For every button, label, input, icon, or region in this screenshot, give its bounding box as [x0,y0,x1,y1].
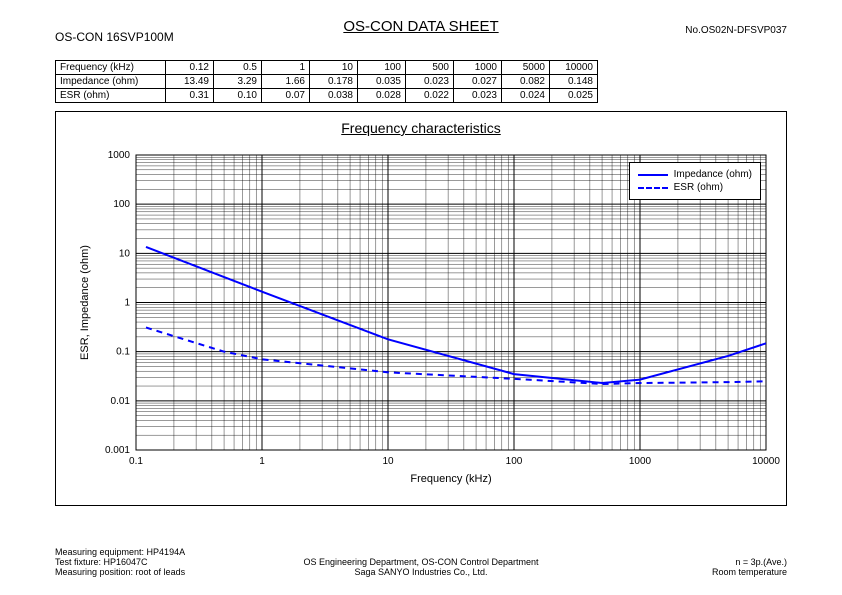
table-cell: 1 [262,61,310,75]
svg-text:0.1: 0.1 [129,456,143,467]
legend-item: Impedance (ohm) [638,169,752,180]
footer-line: Room temperature [712,567,787,577]
footer-line: Measuring equipment: HP4194A [55,547,787,557]
chart-title: Frequency characteristics [56,120,786,136]
svg-text:10: 10 [119,248,131,259]
table-cell: 0.028 [358,89,406,103]
legend-label: Impedance (ohm) [674,169,752,180]
table-cell: 0.024 [502,89,550,103]
svg-text:1: 1 [124,298,130,309]
chart-container: Frequency characteristics 0.1 1 10 100 1000 1… [55,111,787,506]
svg-text:0.01: 0.01 [111,396,131,407]
legend-label: ESR (ohm) [674,182,723,193]
legend-item: ESR (ohm) [638,182,752,193]
table-cell: 0.31 [166,89,214,103]
table-cell: 0.023 [406,75,454,89]
legend-swatch [638,174,668,176]
chart-legend: Impedance (ohm) ESR (ohm) [629,162,761,200]
svg-text:ESR, Impedance (ohm): ESR, Impedance (ohm) [79,245,91,360]
table-cell: 0.038 [310,89,358,103]
legend-swatch [638,187,668,189]
footer-line: n = 3p.(Ave.) [712,557,787,567]
footer-center: OS Engineering Department, OS-CON Contro… [55,557,787,577]
table-cell: 0.023 [454,89,502,103]
svg-text:0.1: 0.1 [116,347,130,358]
table-cell: 0.035 [358,75,406,89]
table-row: Frequency (kHz)0.120.5110100500100050001… [56,61,598,75]
table-row: ESR (ohm)0.310.100.070.0380.0280.0220.02… [56,89,598,103]
table-row-label: Frequency (kHz) [56,61,166,75]
table-cell: 5000 [502,61,550,75]
table-cell: 0.07 [262,89,310,103]
table-cell: 10 [310,61,358,75]
table-cell: 0.5 [214,61,262,75]
table-cell: 0.082 [502,75,550,89]
svg-text:100: 100 [113,199,130,210]
table-cell: 0.10 [214,89,262,103]
table-row: Impedance (ohm)13.493.291.660.1780.0350.… [56,75,598,89]
table-row-label: Impedance (ohm) [56,75,166,89]
svg-text:1000: 1000 [629,456,652,467]
footer: Measuring equipment: HP4194ATest fixture… [55,547,787,577]
table-cell: 0.027 [454,75,502,89]
svg-text:0.001: 0.001 [105,445,130,456]
footer-line: Saga SANYO Industries Co., Ltd. [55,567,787,577]
table-cell: 0.025 [550,89,598,103]
table-cell: 500 [406,61,454,75]
header: OS-CON DATA SHEET OS-CON 16SVP100M No.OS… [0,0,842,50]
table-cell: 1.66 [262,75,310,89]
table-cell: 100 [358,61,406,75]
svg-text:10000: 10000 [752,456,780,467]
svg-text:1000: 1000 [108,150,131,161]
table-cell: 0.12 [166,61,214,75]
table-cell: 13.49 [166,75,214,89]
document-number: No.OS02N-DFSVP037 [685,25,787,36]
svg-text:100: 100 [506,456,523,467]
part-number: OS-CON 16SVP100M [55,30,174,44]
table-cell: 3.29 [214,75,262,89]
table-cell: 1000 [454,61,502,75]
table-row-label: ESR (ohm) [56,89,166,103]
table-cell: 0.022 [406,89,454,103]
svg-text:10: 10 [382,456,394,467]
footer-line: OS Engineering Department, OS-CON Contro… [55,557,787,567]
svg-text:1: 1 [259,456,265,467]
svg-text:Frequency (kHz): Frequency (kHz) [410,473,491,485]
footer-right: n = 3p.(Ave.)Room temperature [712,557,787,577]
table-cell: 0.178 [310,75,358,89]
data-table: Frequency (kHz)0.120.5110100500100050001… [55,60,598,103]
table-cell: 0.148 [550,75,598,89]
table-cell: 10000 [550,61,598,75]
